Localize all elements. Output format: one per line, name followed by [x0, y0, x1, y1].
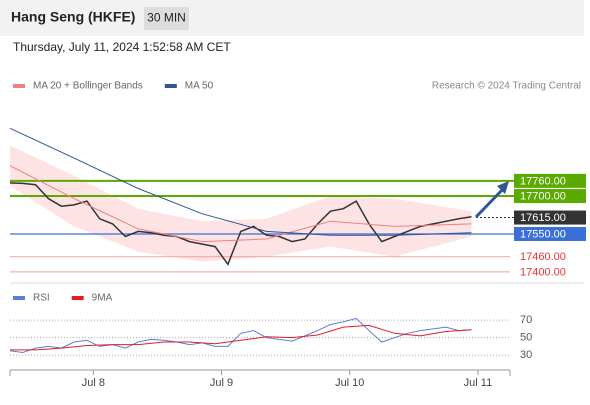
series-line — [9, 182, 472, 266]
level-label: 17550.00 — [520, 228, 566, 240]
level-label: 17760.00 — [520, 175, 566, 187]
timestamp: Thursday, July 11, 2024 1:52:58 AM CET — [13, 40, 231, 54]
x-tick-label: Jul 10 — [335, 377, 364, 389]
credit: Research © 2024 Trading Central — [432, 81, 581, 92]
level-box — [514, 189, 586, 204]
interval-label[interactable]: 30 MIN — [147, 11, 186, 25]
x-tick-label: Jul 8 — [82, 377, 105, 389]
legend-label: RSI — [33, 293, 50, 304]
legend-swatch — [164, 84, 177, 88]
series-line — [9, 127, 472, 236]
instrument-title: Hang Seng (HKFE) — [11, 9, 135, 25]
level-box — [514, 173, 586, 188]
y-tick-label: 70 — [520, 314, 532, 326]
plot: Jul 8 Jul 9 Jul 10 Jul 11 17760.00 17700.00 17… — [9, 81, 586, 389]
y-tick-label: 30 — [520, 349, 532, 361]
legend-swatch — [71, 296, 84, 300]
x-tick-label: Jul 9 — [210, 377, 233, 389]
legend-label: 9MA — [92, 293, 113, 304]
level-box — [514, 226, 586, 241]
legend-swatch — [13, 84, 25, 88]
interval-button[interactable] — [144, 7, 189, 30]
legend-label: MA 20 + Bollinger Bands — [33, 81, 143, 92]
series-line — [9, 317, 472, 354]
legend-label: MA 50 — [185, 81, 214, 92]
level-label: 17400.00 — [520, 266, 566, 278]
legend-swatch — [13, 296, 25, 300]
bollinger-band — [10, 145, 472, 262]
series-line — [9, 165, 472, 243]
level-label: 17700.00 — [520, 190, 566, 202]
level-box — [514, 210, 586, 225]
level-label: 17615.00 — [520, 212, 566, 224]
forecast-arrow — [474, 187, 505, 219]
series-line — [10, 324, 472, 351]
header-bar — [0, 0, 584, 36]
forecast-arrowhead — [497, 181, 509, 194]
y-tick-label: 50 — [520, 332, 532, 344]
x-tick-label: Jul 11 — [464, 377, 493, 389]
level-label: 17460.00 — [520, 251, 566, 263]
